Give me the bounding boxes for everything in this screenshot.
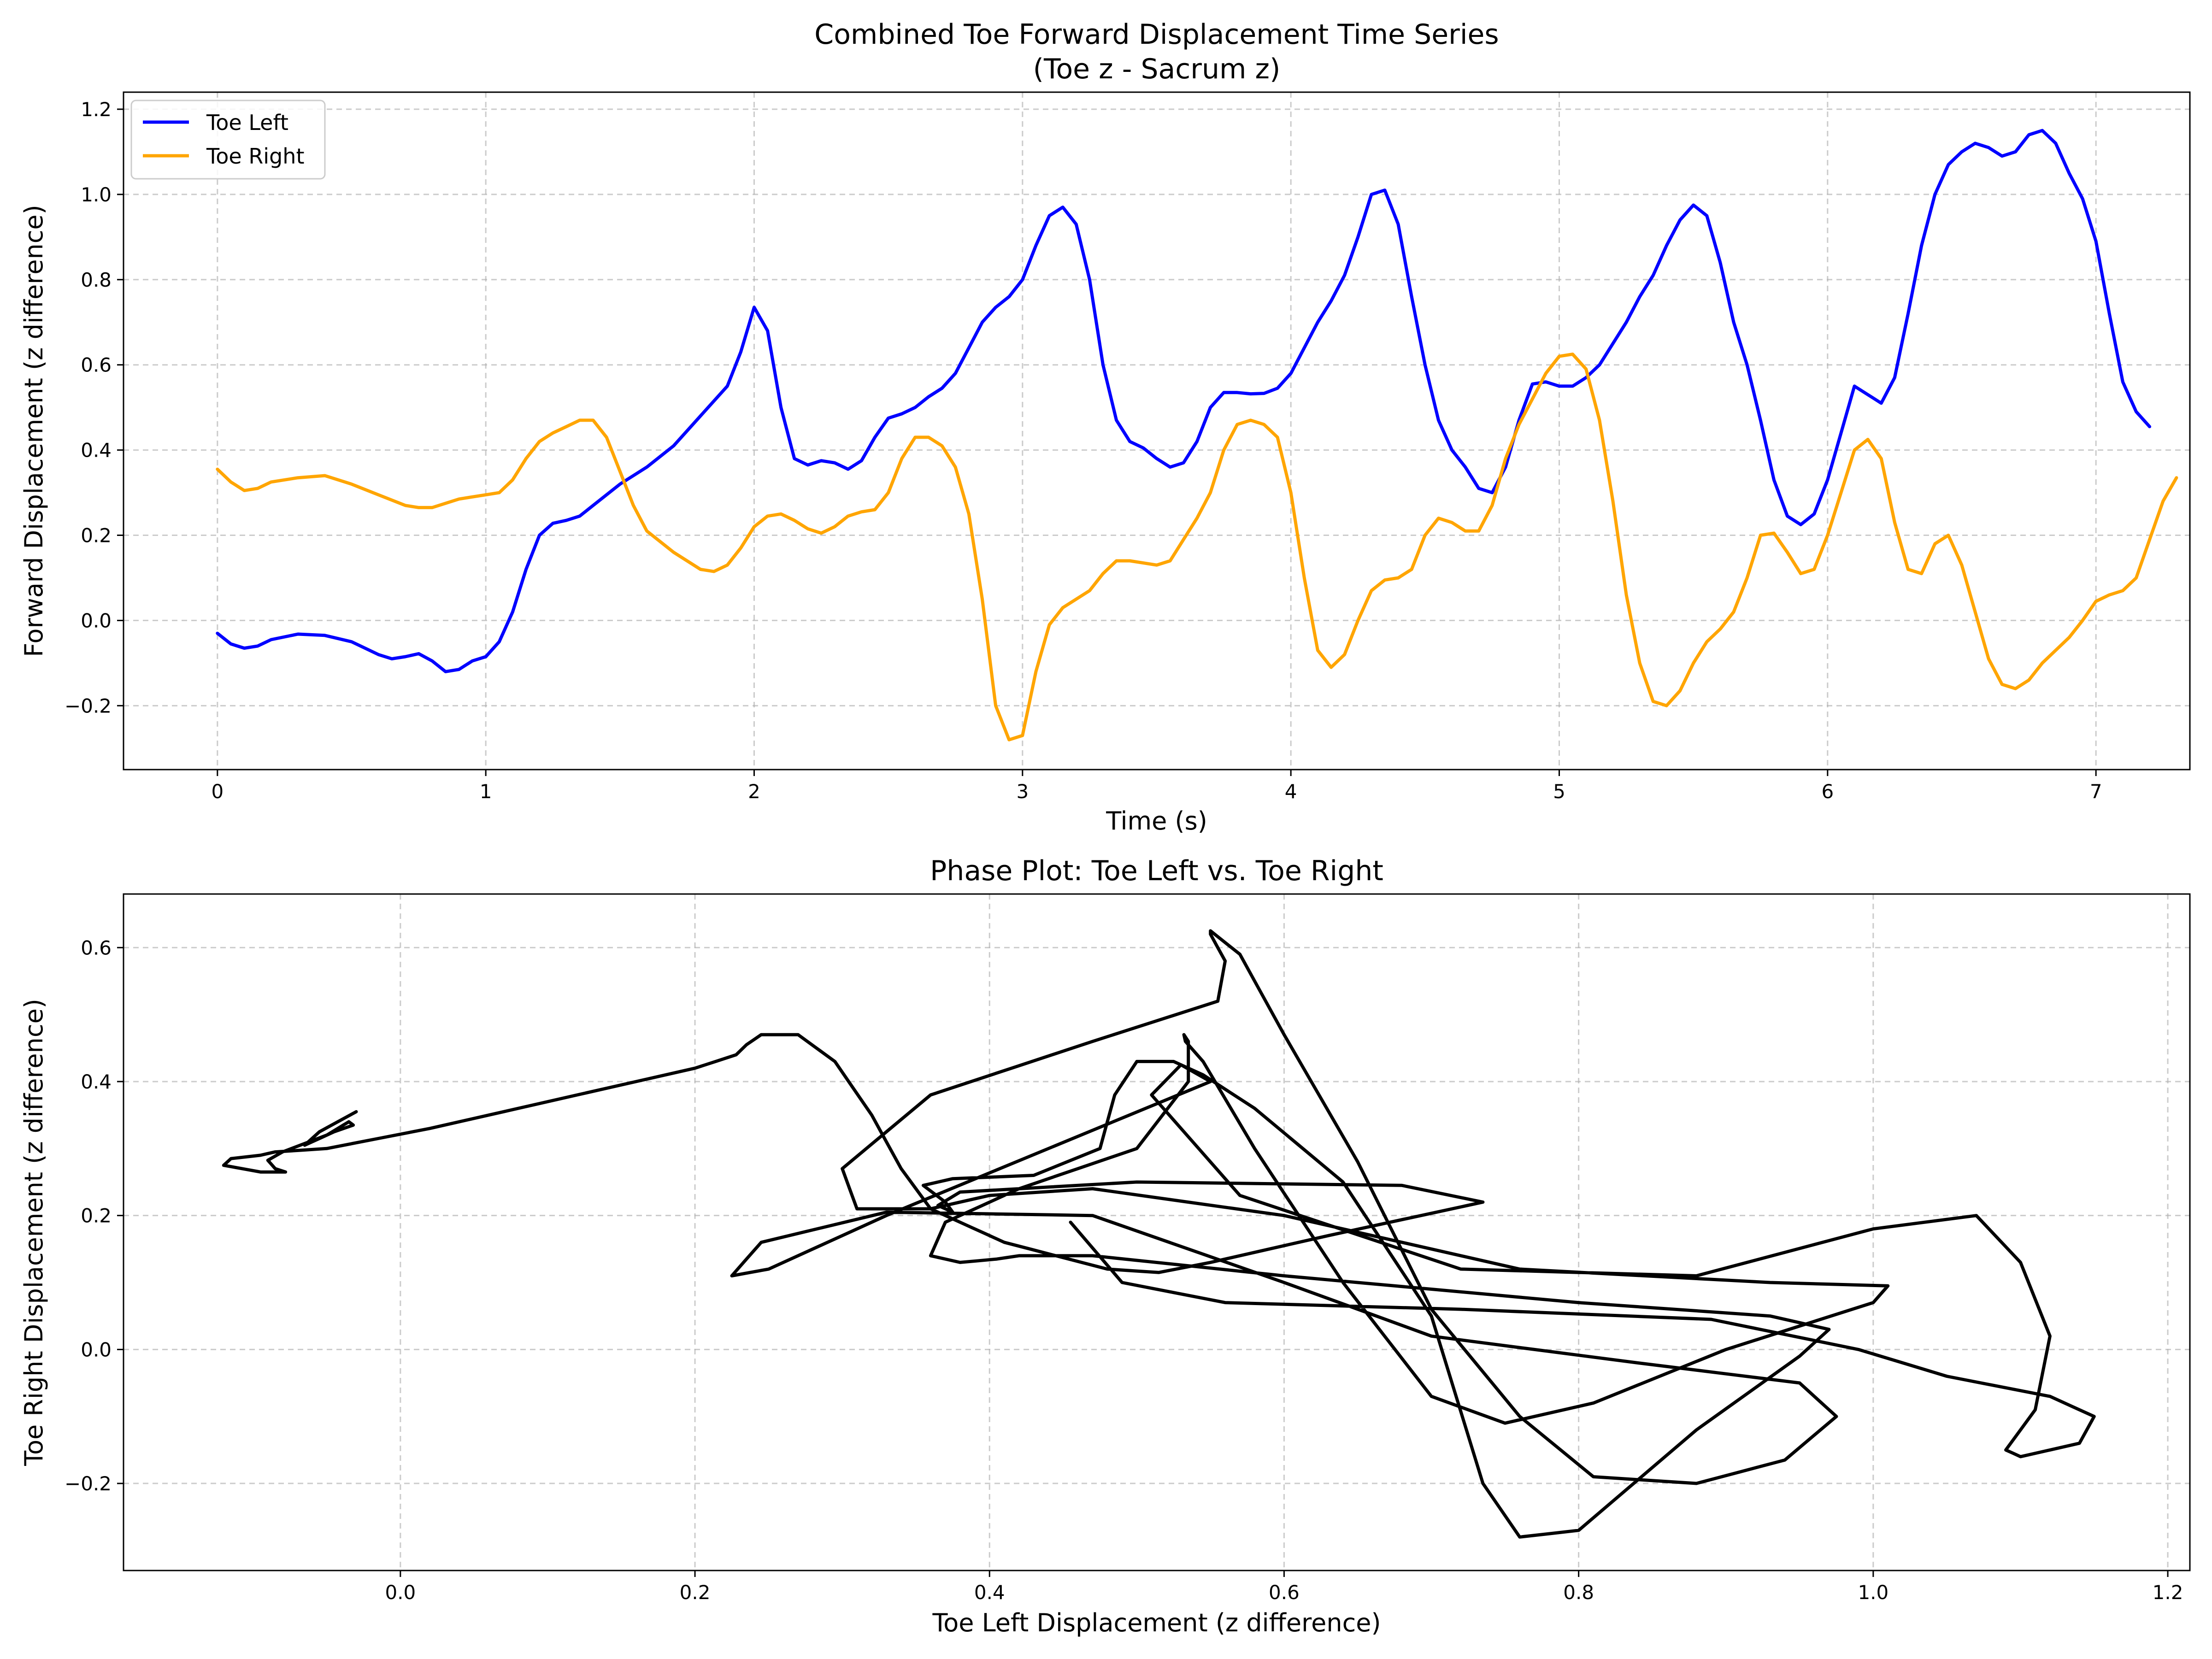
chart2-x-tick-label: 0.4 <box>974 1581 1005 1604</box>
chart1-frame <box>123 91 2191 771</box>
chart1-legend: Toe Left Toe Right <box>130 100 326 180</box>
chart2-grid <box>124 894 2190 1571</box>
legend-box <box>130 100 326 180</box>
chart1-x-axis-label: Time (s) <box>1106 806 1207 835</box>
chart2-y-ticks: −0.2 0.0 0.2 0.4 0.6 <box>65 936 124 1495</box>
chart1-y-ticks: −0.2 0.0 0.2 0.4 0.6 0.8 1.0 1.2 <box>65 98 124 717</box>
phase-plot-chart: Phase Plot: Toe Left vs. Toe Right 0.0 0.… <box>19 855 2191 1637</box>
chart1-y-tick-label: 0.4 <box>81 439 112 462</box>
chart2-x-ticks: 0.0 0.2 0.4 0.6 0.8 1.0 1.2 <box>385 1571 2183 1604</box>
chart1-y-tick-label: 0.0 <box>81 609 112 632</box>
series-line-toe-left <box>216 129 2152 673</box>
legend-label-toe-right: Toe Right <box>206 144 304 169</box>
chart1-y-tick-label: 0.2 <box>81 524 112 547</box>
chart1-y-axis-label: Forward Displacement (z difference) <box>19 205 48 657</box>
chart2-lines <box>222 929 2096 1539</box>
chart2-y-tick-label: 0.4 <box>81 1071 112 1093</box>
chart1-subtitle: (Toe z - Sacrum z) <box>1033 53 1281 85</box>
chart2-x-tick-label: 0.2 <box>680 1581 711 1604</box>
chart1-title: Combined Toe Forward Displacement Time S… <box>814 18 1499 51</box>
chart2-x-axis-label: Toe Left Displacement (z difference) <box>932 1608 1381 1637</box>
chart2-title: Phase Plot: Toe Left vs. Toe Right <box>930 855 1383 887</box>
chart2-x-tick-label: 0.0 <box>385 1581 416 1604</box>
chart1-grid <box>124 92 2190 770</box>
chart2-y-tick-label: 0.6 <box>81 936 112 959</box>
chart1-y-tick-label: 1.2 <box>81 98 112 121</box>
chart1-x-tick-label: 1 <box>480 780 492 803</box>
chart2-x-tick-label: 1.2 <box>2153 1581 2183 1604</box>
chart2-x-tick-label: 1.0 <box>1858 1581 1888 1604</box>
chart1-y-tick-label: 0.8 <box>81 269 112 291</box>
chart1-x-tick-label: 3 <box>1016 780 1029 803</box>
chart2-frame <box>123 893 2191 1571</box>
chart1-y-tick-label: 1.0 <box>81 183 112 206</box>
chart1-x-tick-label: 7 <box>2090 780 2102 803</box>
chart2-x-tick-label: 0.6 <box>1269 1581 1300 1604</box>
chart2-y-tick-label: 0.0 <box>81 1338 112 1361</box>
chart2-y-tick-label: 0.2 <box>81 1205 112 1227</box>
chart1-x-tick-label: 4 <box>1285 780 1297 803</box>
chart1-x-tick-label: 6 <box>1821 780 1834 803</box>
chart1-x-tick-label: 5 <box>1553 780 1565 803</box>
chart2-y-axis-label: Toe Right Displacement (z difference) <box>19 999 48 1466</box>
chart1-x-tick-label: 2 <box>748 780 760 803</box>
chart2-y-tick-label: −0.2 <box>65 1472 112 1495</box>
chart1-y-tick-label: −0.2 <box>65 694 112 717</box>
chart1-lines <box>216 129 2178 741</box>
chart2-x-tick-label: 0.8 <box>1563 1581 1594 1604</box>
phase-trajectory-line <box>222 929 2096 1539</box>
time-series-chart: Combined Toe Forward Displacement Time S… <box>19 18 2191 835</box>
legend-label-toe-left: Toe Left <box>206 110 288 135</box>
series-line-toe-right <box>216 353 2178 741</box>
chart1-x-tick-label: 0 <box>211 780 224 803</box>
chart1-x-ticks: 0 1 2 3 4 5 6 7 <box>211 770 2102 803</box>
chart1-y-tick-label: 0.6 <box>81 354 112 377</box>
